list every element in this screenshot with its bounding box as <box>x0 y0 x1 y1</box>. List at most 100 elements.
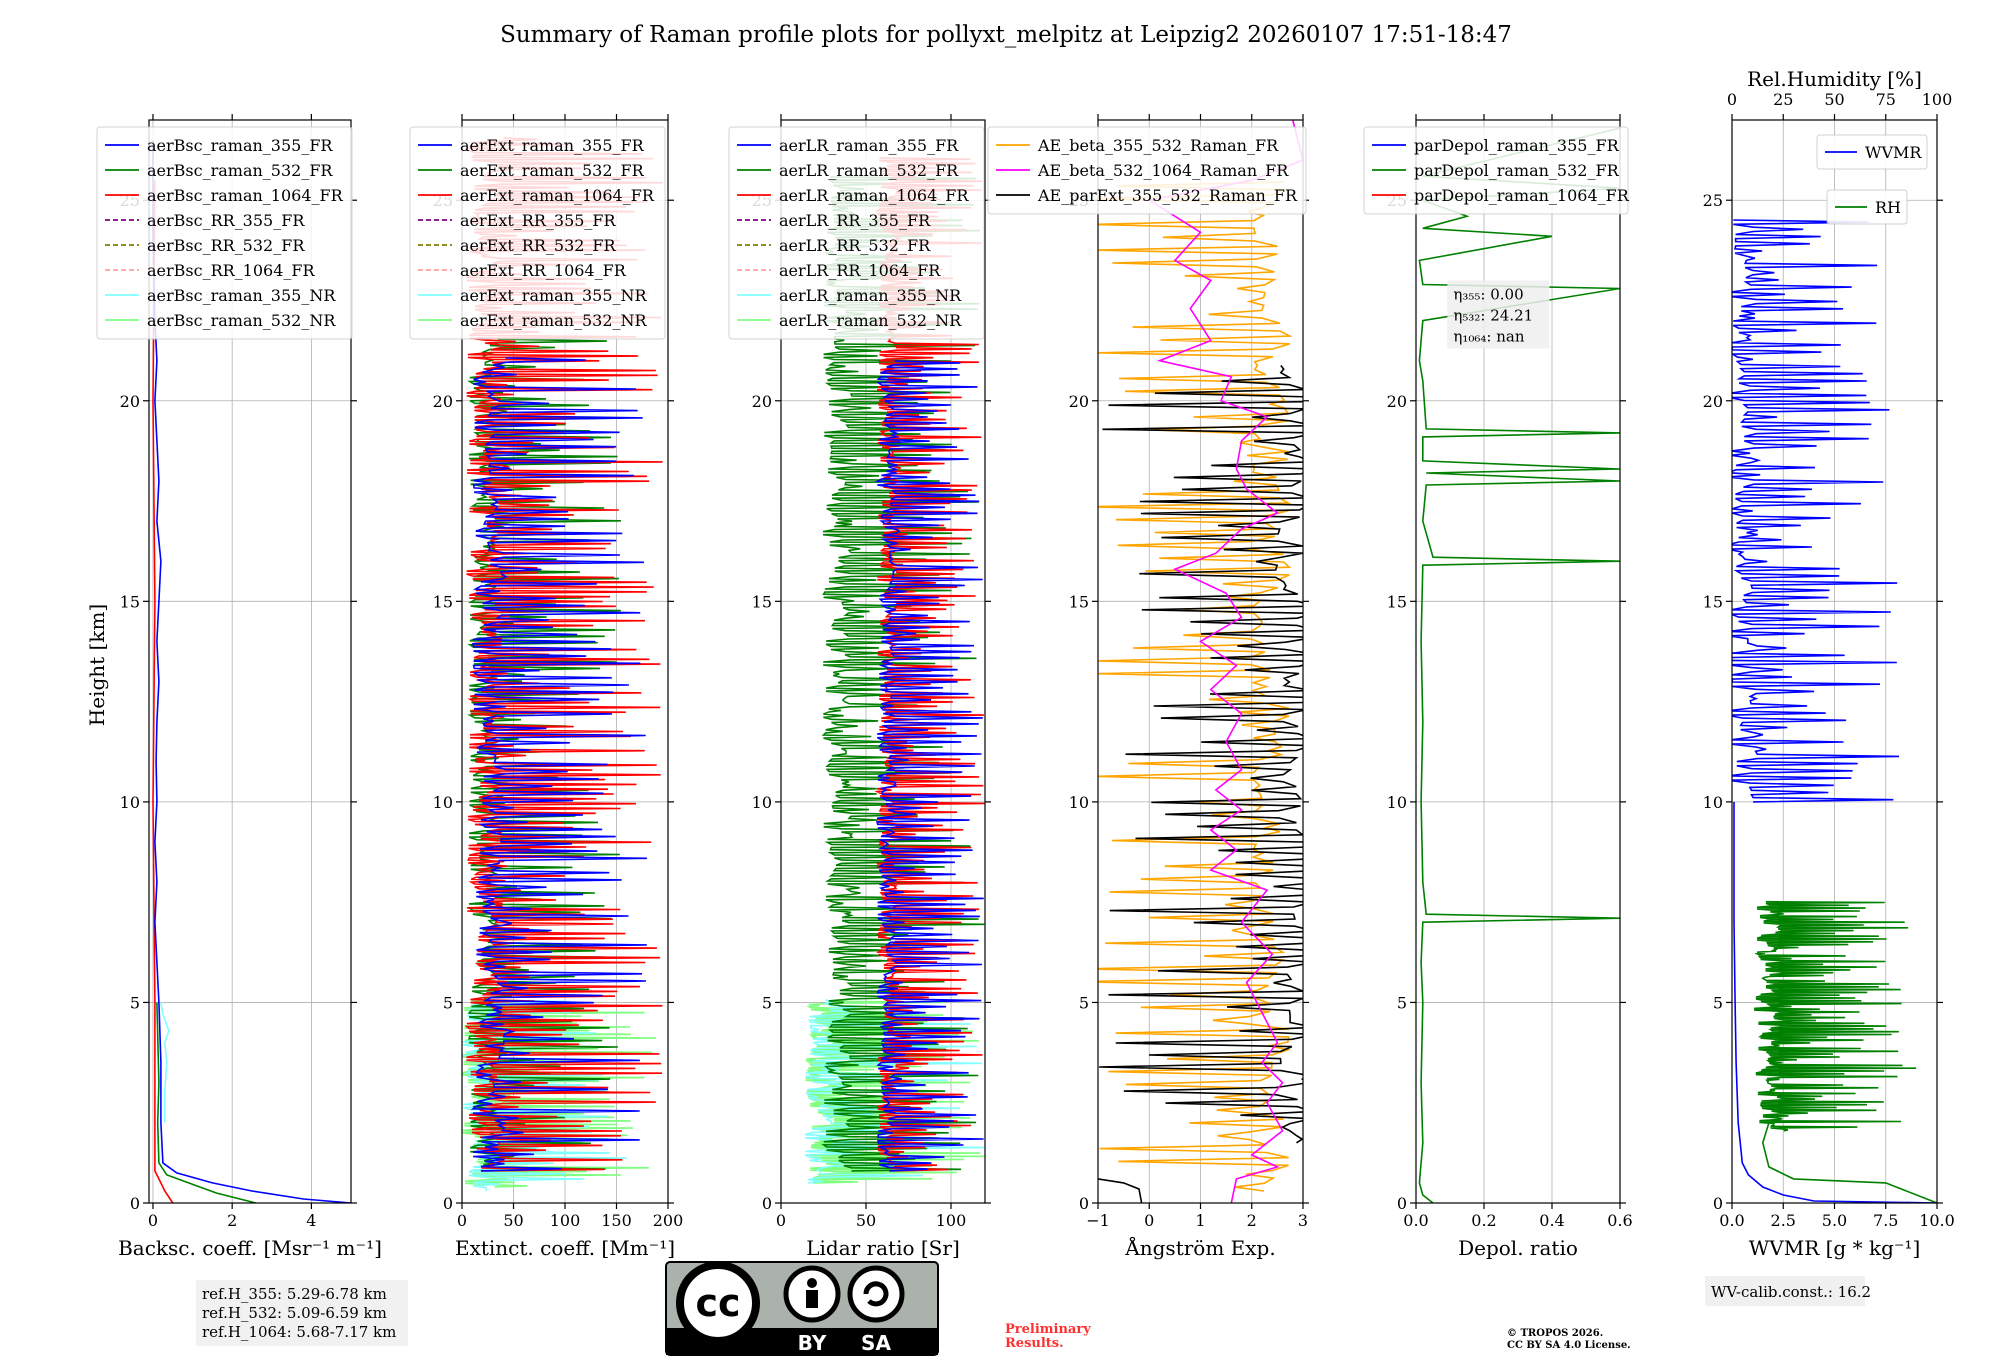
share-alike-icon <box>847 1265 905 1323</box>
legend-label: aerExt_raman_1064_FR <box>460 186 655 205</box>
legend-label: WVMR <box>1865 143 1922 162</box>
x-tick-label: 0 <box>1144 1211 1154 1230</box>
y-tick-label: 0 <box>1397 1194 1407 1213</box>
x-tick-label: 0.2 <box>1471 1211 1496 1230</box>
y-tick-label: 20 <box>1387 392 1407 411</box>
x-tick-label: 150 <box>601 1211 632 1230</box>
legend-box <box>409 126 666 340</box>
y-tick-label: 15 <box>1387 592 1407 611</box>
x-tick-label: 100 <box>936 1211 967 1230</box>
legend-box <box>728 126 985 340</box>
ref-height-355: ref.H_355: 5.29-6.78 km <box>202 1285 387 1303</box>
legend-wv: RH <box>1826 189 1908 225</box>
legend-label: aerLR_raman_532_NR <box>779 311 962 330</box>
x-tick-label: 7.5 <box>1873 1211 1898 1230</box>
series-AE_beta_355_532_Raman_FR <box>1098 181 1293 1192</box>
license-sa-label: SA <box>861 1331 891 1355</box>
y-tick-label: 5 <box>1397 993 1407 1012</box>
y-tick-label: 10 <box>752 793 772 812</box>
ref-height-532: ref.H_532: 5.09-6.59 km <box>202 1304 387 1322</box>
legend-label: aerBsc_raman_1064_FR <box>147 186 344 205</box>
calib-label: WV-calib.const.: 16.2 <box>1711 1283 1871 1301</box>
legend-label: aerBsc_RR_532_FR <box>147 236 305 255</box>
x-tick-label: 0.4 <box>1539 1211 1564 1230</box>
y-tick-label: 10 <box>1069 793 1089 812</box>
series-group <box>1418 127 1620 1203</box>
plot-frame <box>1415 119 1621 1204</box>
y-tick-label: 10 <box>120 793 140 812</box>
legend-label: aerLR_raman_355_NR <box>779 286 962 305</box>
x-axis-label: Ångström Exp. <box>1124 1235 1275 1260</box>
y-tick-label: 0 <box>1713 1194 1723 1213</box>
legend-label: AE_parExt_355_532_Raman_FR <box>1037 186 1298 205</box>
x-tick-label: 100 <box>550 1211 581 1230</box>
top-axis-label: Rel.Humidity [%] <box>1747 67 1922 91</box>
y-tick-label: 10 <box>433 793 453 812</box>
series-RH_low <box>1761 1122 1937 1203</box>
depol-annotation-line: η₅₃₂: 24.21 <box>1453 306 1533 324</box>
series-group <box>1098 120 1303 1203</box>
y-tick-label: 20 <box>433 392 453 411</box>
x-tick-label: 0.0 <box>1719 1211 1744 1230</box>
y-tick-label: 0 <box>443 1194 453 1213</box>
y-tick-label: 15 <box>120 592 140 611</box>
legend-label: aerExt_raman_355_FR <box>460 136 645 155</box>
x-tick-label: 200 <box>653 1211 684 1230</box>
series-aerLR_raman_355_FR <box>874 360 984 1172</box>
legend-label: aerLR_RR_1064_FR <box>779 261 941 280</box>
x-tick-label: 0 <box>148 1211 158 1230</box>
legend-label: aerExt_raman_532_NR <box>460 311 648 330</box>
x-tick-label: 50 <box>856 1211 876 1230</box>
ref-heights-box: ref.H_355: 5.29-6.78 km ref.H_532: 5.09-… <box>196 1280 408 1346</box>
y-tick-label: 15 <box>752 592 772 611</box>
x-tick-label: 2.5 <box>1771 1211 1796 1230</box>
legend-label: aerLR_raman_532_FR <box>779 161 959 180</box>
x-axis-label: WVMR [g * kg⁻¹] <box>1749 1236 1921 1260</box>
person-body-icon <box>806 1290 818 1308</box>
license-by-label: BY <box>798 1331 827 1355</box>
plot-frame <box>780 119 986 1204</box>
series-aerExt_raman_355_FR <box>470 357 647 1172</box>
legend-ae: AE_beta_355_532_Raman_FR AE_beta_532_1064… <box>987 126 1307 215</box>
legend-label: aerBsc_raman_532_NR <box>147 311 336 330</box>
depol-annotation-line: η₃₅₅: 0.00 <box>1453 285 1523 303</box>
top-tick-label: 25 <box>1773 90 1793 109</box>
y-tick-label: 15 <box>1069 592 1089 611</box>
series-group <box>152 140 351 1203</box>
legend-label: aerLR_RR_355_FR <box>779 211 931 230</box>
legend-label: aerExt_raman_355_NR <box>460 286 648 305</box>
y-tick-label: 0 <box>130 1194 140 1213</box>
x-tick-label: 0.0 <box>1403 1211 1428 1230</box>
legend-box <box>96 126 353 340</box>
x-tick-label: 3 <box>1298 1211 1308 1230</box>
legend-label: aerLR_RR_532_FR <box>779 236 931 255</box>
panel-ext: 0510152025050100150200Extinct. coeff. [M… <box>409 114 684 1260</box>
preliminary-label-2: Results. <box>1005 1336 1064 1351</box>
y-tick-label: 15 <box>1703 592 1723 611</box>
x-axis-label: Extinct. coeff. [Mm⁻¹] <box>455 1236 675 1260</box>
legend-label: aerBsc_raman_532_FR <box>147 161 333 180</box>
y-tick-label: 5 <box>1079 993 1089 1012</box>
legend-label: aerBsc_RR_355_FR <box>147 211 305 230</box>
x-tick-label: −1 <box>1086 1211 1110 1230</box>
y-tick-label: 0 <box>1079 1194 1089 1213</box>
legend-label: aerLR_raman_1064_FR <box>779 186 969 205</box>
top-tick-label: 100 <box>1922 90 1953 109</box>
x-axis-label: Lidar ratio [Sr] <box>806 1236 960 1260</box>
cc-license-badge: cc BY SA <box>665 1261 939 1356</box>
preliminary-label-1: Preliminary <box>1005 1322 1091 1337</box>
panels-group: 0510152025024Backsc. coeff. [Msr⁻¹ m⁻¹]a… <box>96 67 1955 1306</box>
depol-annotation-box <box>1447 280 1550 349</box>
calib-box <box>1705 1276 1865 1306</box>
legend-lr: aerLR_raman_355_FR aerLR_raman_532_FR aerL… <box>728 126 985 340</box>
series-aerBsc_raman_532_FR <box>156 1002 257 1203</box>
y-tick-label: 10 <box>1703 793 1723 812</box>
legend-label: parDepol_raman_532_FR <box>1414 161 1620 180</box>
top-tick-label: 50 <box>1824 90 1844 109</box>
legend-label: aerExt_RR_1064_FR <box>460 261 627 280</box>
cc-logo-text: cc <box>695 1281 740 1325</box>
y-tick-label: 20 <box>120 392 140 411</box>
y-tick-label: 5 <box>762 993 772 1012</box>
